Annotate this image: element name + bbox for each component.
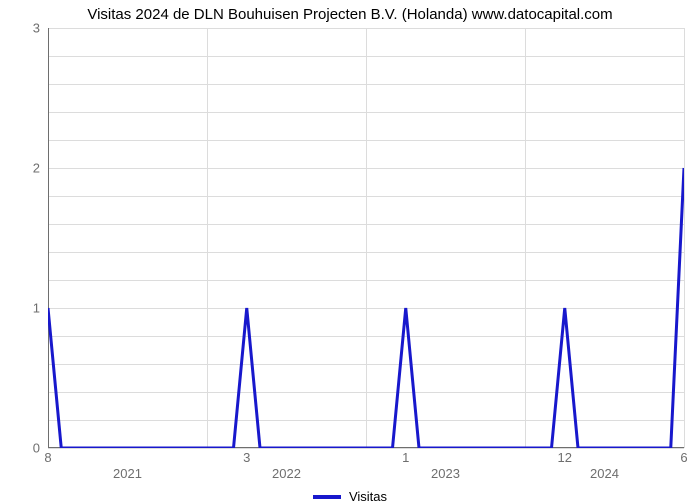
- x-value-label: 8: [44, 450, 51, 465]
- y-tick-label: 1: [33, 301, 40, 316]
- x-year-label: 2021: [113, 466, 142, 481]
- x-value-label: 1: [402, 450, 409, 465]
- line-series: [48, 28, 684, 448]
- plot-area: 01238311262021202220232024: [48, 28, 684, 448]
- x-value-label: 3: [243, 450, 250, 465]
- x-year-label: 2023: [431, 466, 460, 481]
- legend: Visitas: [0, 488, 700, 504]
- x-year-label: 2022: [272, 466, 301, 481]
- y-tick-label: 3: [33, 21, 40, 36]
- legend-swatch: [313, 495, 341, 499]
- x-value-label: 12: [558, 450, 572, 465]
- x-value-label: 6: [680, 450, 687, 465]
- x-year-label: 2024: [590, 466, 619, 481]
- legend-text: Visitas: [349, 489, 387, 504]
- grid-line-vertical: [684, 28, 685, 448]
- chart-title: Visitas 2024 de DLN Bouhuisen Projecten …: [0, 6, 700, 23]
- grid-line-horizontal: [48, 448, 684, 449]
- y-tick-label: 0: [33, 441, 40, 456]
- chart-container: Visitas 2024 de DLN Bouhuisen Projecten …: [0, 0, 700, 500]
- y-tick-label: 2: [33, 161, 40, 176]
